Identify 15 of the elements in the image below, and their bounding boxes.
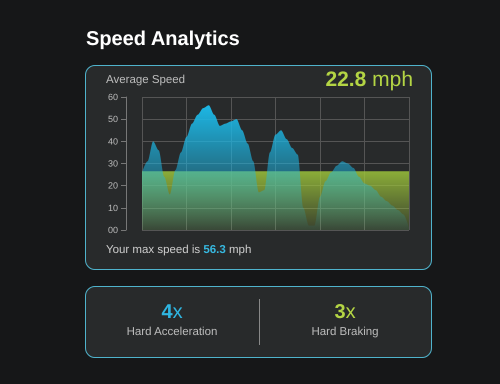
text: Hard Acceleration (126, 326, 218, 338)
y-tick-label: 50 (108, 114, 118, 124)
y-tick-label: 60 (108, 92, 118, 102)
text: Your max speed is 56.3 mph (106, 244, 252, 256)
text: Average Speed (106, 74, 186, 86)
chart-title: Speed Analytics (86, 28, 240, 51)
text: 4x (161, 301, 183, 323)
y-tick-label: 40 (108, 136, 118, 146)
y-tick-label: 00 (108, 225, 118, 235)
text: 22.8 mph (325, 68, 413, 91)
y-tick-label: 30 (108, 158, 118, 168)
y-tick-label: 10 (108, 202, 118, 213)
text: Hard Braking (310, 326, 380, 338)
text: 3x (334, 301, 356, 323)
y-tick-label: 20 (108, 180, 118, 191)
